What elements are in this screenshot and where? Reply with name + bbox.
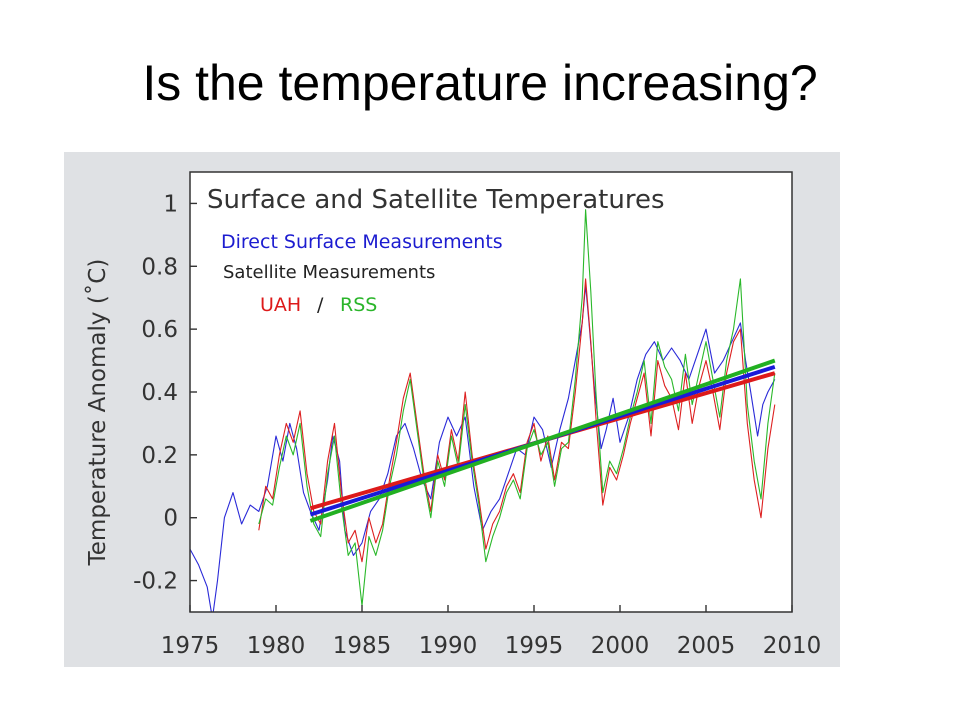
x-tick-label: 1990 <box>419 633 478 659</box>
y-tick-label: -0.2 <box>133 569 178 595</box>
y-tick-label: 1 <box>163 191 178 217</box>
series-line-surface <box>190 284 776 612</box>
chart-panel: 1975 1980 1985 1990 1995 2000 2005 2010 -0.2 0 0.2… <box>64 152 840 667</box>
chart: 1975 1980 1985 1990 1995 2000 2005 2010 -0.2 0 0.2… <box>84 171 821 659</box>
legend-slash: / <box>317 294 324 316</box>
x-tick-label: 1980 <box>247 633 306 659</box>
chart-title: Surface and Satellite Temperatures <box>207 185 665 215</box>
series-line-rss <box>258 209 776 607</box>
legend-uah: UAH <box>260 294 301 316</box>
y-axis-label: Temperature Anomaly (˚C) <box>84 259 111 567</box>
legend-rss: RSS <box>340 294 377 316</box>
y-tick-label: 0.2 <box>141 443 178 469</box>
x-tick-label: 1995 <box>505 633 564 659</box>
x-tick-label: 2005 <box>677 633 736 659</box>
legend-surface: Direct Surface Measurements <box>221 231 503 253</box>
y-tick-label: 0.8 <box>141 254 178 280</box>
ticks-layer: 1975 1980 1985 1990 1995 2000 2005 2010 -0.2 0 0.2… <box>133 191 821 659</box>
trend-line-rss-trend <box>309 358 776 523</box>
x-tick-label: 1975 <box>161 633 220 659</box>
x-tick-label: 1985 <box>333 633 392 659</box>
y-tick-label: 0.4 <box>141 380 178 406</box>
legend-satellite: Satellite Measurements <box>223 262 435 283</box>
slide-title: Is the temperature increasing? <box>142 55 818 111</box>
x-tick-label: 2000 <box>591 633 650 659</box>
x-tick-label: 2010 <box>763 633 822 659</box>
trend-lines-layer <box>309 358 776 523</box>
y-tick-label: 0 <box>163 506 178 532</box>
y-tick-label: 0.6 <box>141 317 178 343</box>
